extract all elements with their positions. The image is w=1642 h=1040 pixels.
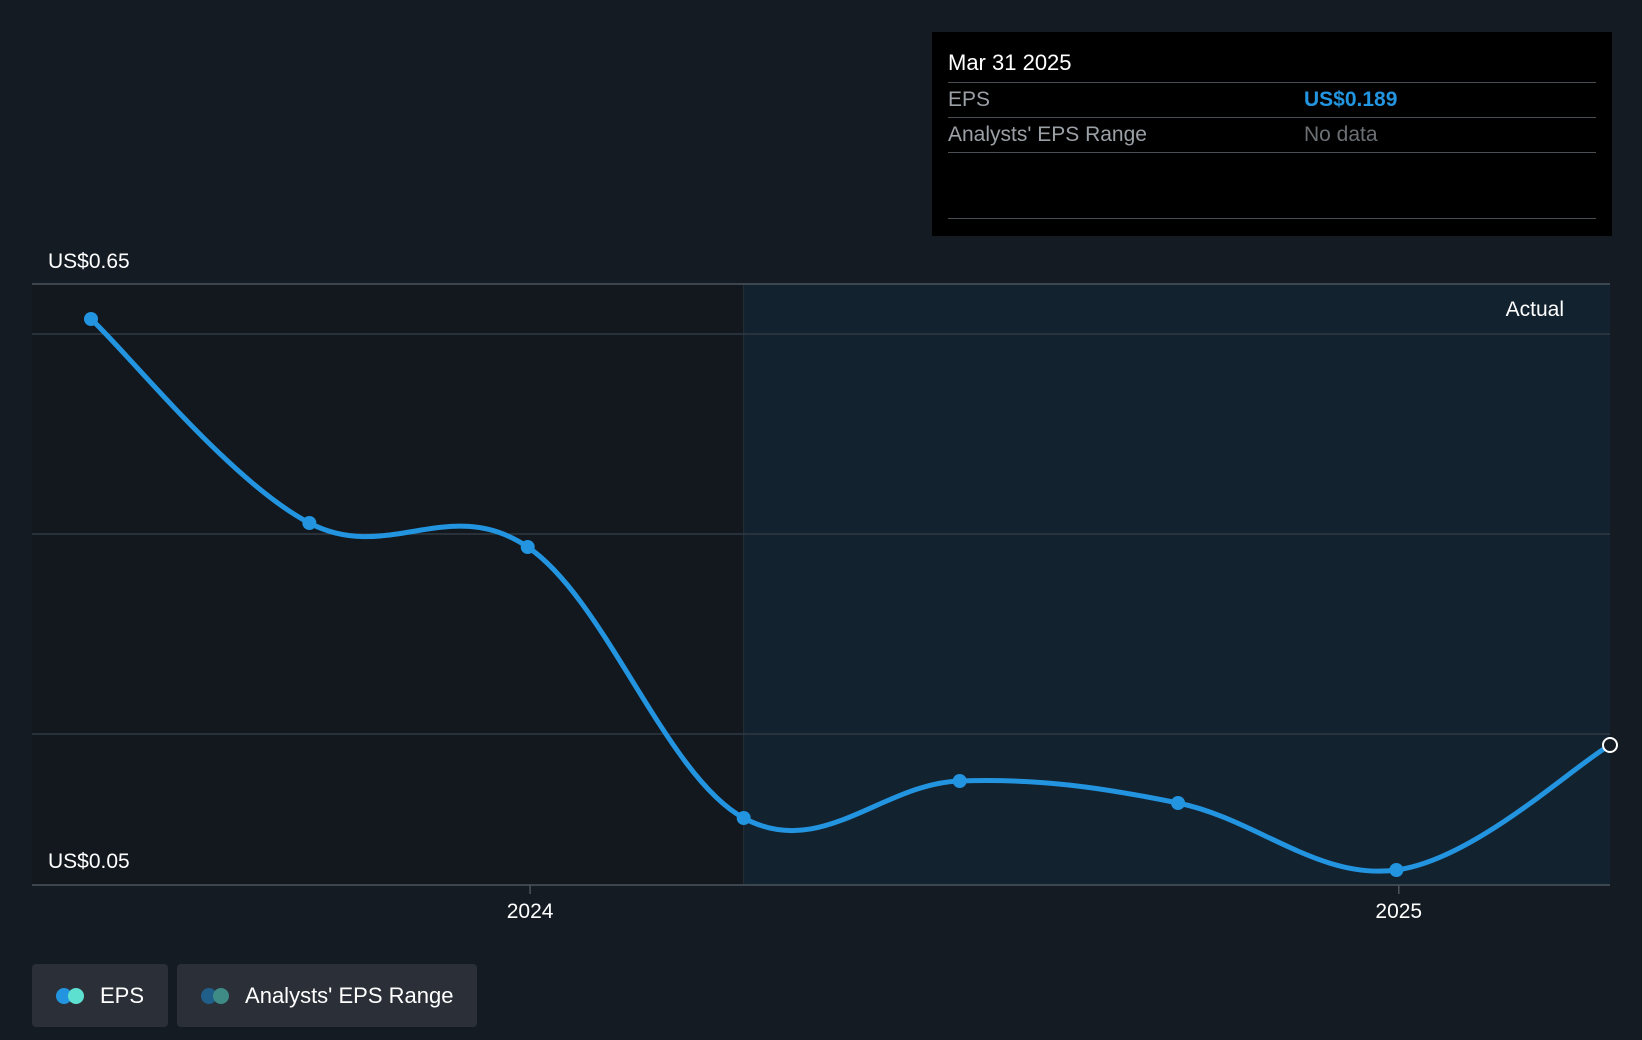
actual-region xyxy=(743,284,1610,885)
eps-dots-icon xyxy=(56,987,86,1004)
tooltip-panel: Mar 31 2025 EPS US$0.189 Analysts' EPS R… xyxy=(932,32,1612,236)
past-region xyxy=(32,284,744,885)
tooltip-eps-label: EPS xyxy=(948,88,991,111)
tooltip-footer-divider xyxy=(948,218,1596,219)
tooltip-range-value: No data xyxy=(1304,123,1378,146)
eps-line xyxy=(88,316,1613,874)
tooltip-date: Mar 31 2025 xyxy=(948,32,1596,83)
y-bottom-label: US$0.05 xyxy=(48,850,130,873)
tooltip-range-label: Analysts' EPS Range xyxy=(948,123,1147,146)
legend-item-eps[interactable]: EPS xyxy=(32,964,169,1027)
tooltip-row-eps: EPS US$0.189 xyxy=(948,83,1596,118)
tooltip-row-range: Analysts' EPS Range No data xyxy=(948,118,1596,153)
eps-point xyxy=(84,312,98,326)
y-top-label: US$0.65 xyxy=(48,250,130,273)
x-tick-label: 2025 xyxy=(1375,900,1422,923)
legend-eps-label: EPS xyxy=(100,982,145,1008)
x-tick-label: 2024 xyxy=(507,900,554,923)
eps-point xyxy=(1171,796,1186,810)
eps-point xyxy=(520,540,535,554)
legend-range-label: Analysts' EPS Range xyxy=(245,982,454,1008)
eps-point xyxy=(302,516,317,530)
tooltip-eps-value: US$0.189 xyxy=(1304,88,1398,111)
actual-label: Actual xyxy=(1506,298,1564,321)
legend-item-analysts-range[interactable]: Analysts' EPS Range xyxy=(177,964,478,1027)
legend: EPS Analysts' EPS Range xyxy=(32,964,478,1027)
range-dots-icon xyxy=(201,987,231,1004)
eps-point xyxy=(1602,737,1618,753)
eps-point xyxy=(1389,863,1404,877)
eps-point xyxy=(736,811,751,825)
eps-point xyxy=(952,774,967,788)
